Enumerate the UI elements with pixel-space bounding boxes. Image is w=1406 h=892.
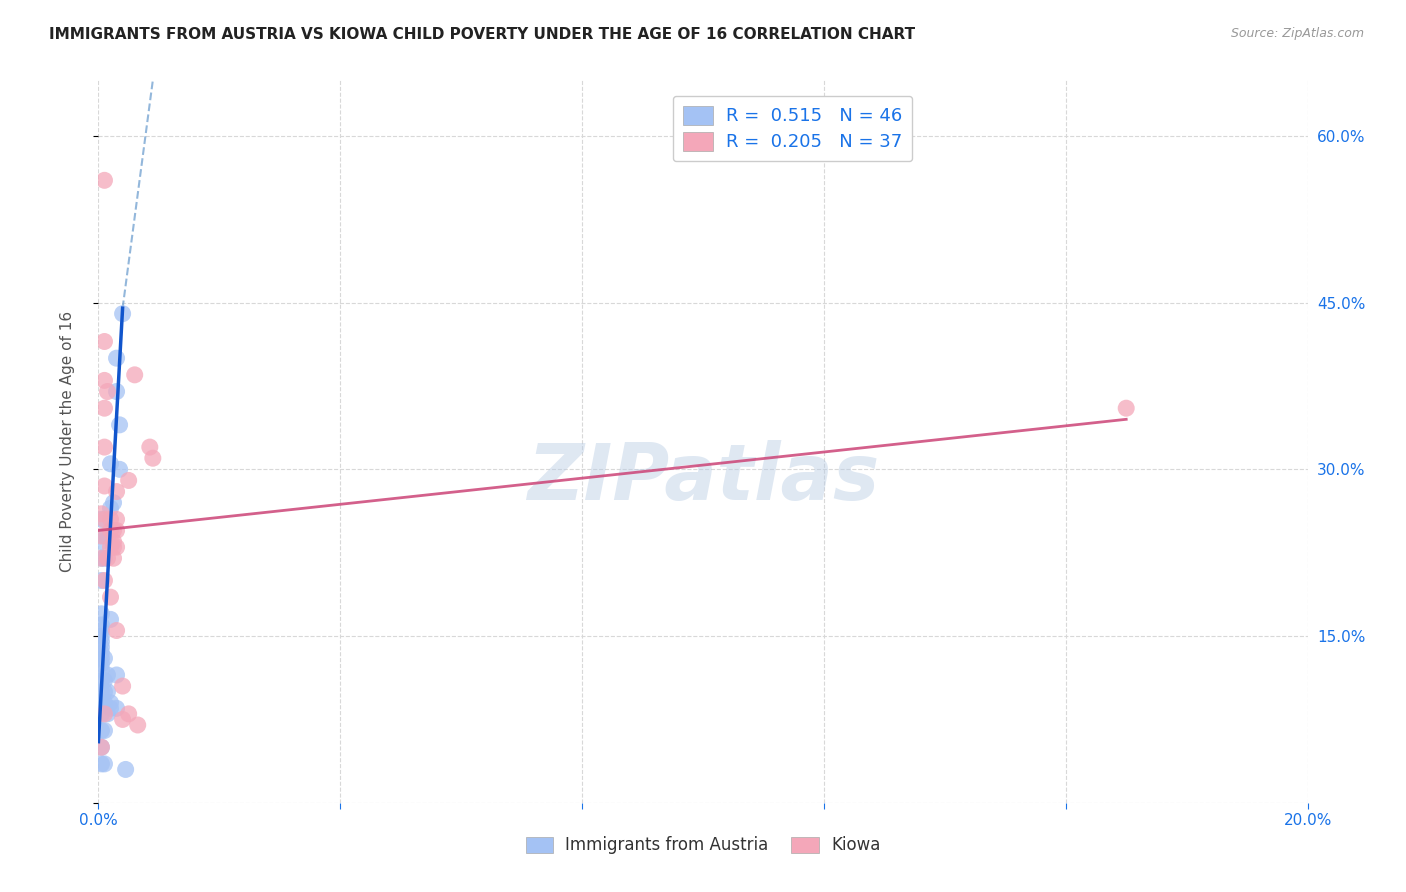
Point — [93, 479, 115, 493]
Point — [142, 451, 165, 466]
Point — [100, 457, 122, 471]
Text: IMMIGRANTS FROM AUSTRIA VS KIOWA CHILD POVERTY UNDER THE AGE OF 16 CORRELATION C: IMMIGRANTS FROM AUSTRIA VS KIOWA CHILD P… — [49, 27, 915, 42]
Point — [93, 512, 115, 526]
Y-axis label: Child Poverty Under the Age of 16: Child Poverty Under the Age of 16 — [60, 311, 75, 572]
Point — [127, 718, 149, 732]
Point — [103, 496, 125, 510]
Point — [96, 668, 118, 682]
Point — [105, 524, 128, 538]
Point — [100, 540, 122, 554]
Point — [90, 607, 112, 621]
Point — [90, 640, 112, 655]
Point — [105, 668, 128, 682]
Point — [100, 501, 122, 516]
Point — [96, 706, 118, 721]
Point — [139, 440, 162, 454]
Point — [100, 701, 122, 715]
Point — [90, 651, 112, 665]
Point — [96, 684, 118, 698]
Point — [90, 684, 112, 698]
Point — [93, 651, 115, 665]
Point — [93, 684, 115, 698]
Text: Source: ZipAtlas.com: Source: ZipAtlas.com — [1230, 27, 1364, 40]
Point — [90, 662, 112, 676]
Point — [105, 540, 128, 554]
Point — [103, 524, 125, 538]
Point — [90, 574, 112, 588]
Point — [90, 696, 112, 710]
Point — [90, 629, 112, 643]
Point — [93, 173, 115, 187]
Point — [111, 679, 134, 693]
Point — [90, 646, 112, 660]
Point — [108, 462, 131, 476]
Point — [124, 368, 146, 382]
Point — [111, 713, 134, 727]
Legend: Immigrants from Austria, Kiowa: Immigrants from Austria, Kiowa — [519, 830, 887, 860]
Point — [96, 551, 118, 566]
Point — [103, 551, 125, 566]
Point — [90, 740, 112, 755]
Point — [93, 334, 115, 349]
Point — [93, 401, 115, 416]
Point — [93, 723, 115, 738]
Point — [90, 740, 112, 755]
Point — [100, 512, 122, 526]
Point — [105, 624, 128, 638]
Point — [90, 723, 112, 738]
Point — [118, 474, 141, 488]
Point — [90, 618, 112, 632]
Point — [100, 590, 122, 604]
Point — [93, 673, 115, 688]
Point — [1115, 401, 1137, 416]
Point — [100, 612, 122, 626]
Point — [100, 696, 122, 710]
Point — [90, 507, 112, 521]
Point — [93, 696, 115, 710]
Point — [114, 763, 136, 777]
Point — [105, 351, 128, 366]
Point — [93, 756, 115, 771]
Point — [103, 534, 125, 549]
Point — [105, 512, 128, 526]
Point — [93, 551, 115, 566]
Point — [90, 624, 112, 638]
Point — [90, 634, 112, 648]
Point — [90, 657, 112, 671]
Point — [90, 756, 112, 771]
Point — [108, 417, 131, 432]
Point — [90, 512, 112, 526]
Point — [96, 384, 118, 399]
Text: ZIPatlas: ZIPatlas — [527, 440, 879, 516]
Point — [118, 706, 141, 721]
Point — [100, 524, 122, 538]
Point — [90, 534, 112, 549]
Point — [90, 551, 112, 566]
Point — [93, 440, 115, 454]
Point — [93, 529, 115, 543]
Point — [93, 373, 115, 387]
Point — [93, 706, 115, 721]
Point — [90, 529, 112, 543]
Point — [90, 673, 112, 688]
Point — [105, 384, 128, 399]
Point — [105, 484, 128, 499]
Point — [90, 551, 112, 566]
Point — [90, 706, 112, 721]
Point — [103, 540, 125, 554]
Point — [93, 574, 115, 588]
Point — [105, 701, 128, 715]
Point — [111, 307, 134, 321]
